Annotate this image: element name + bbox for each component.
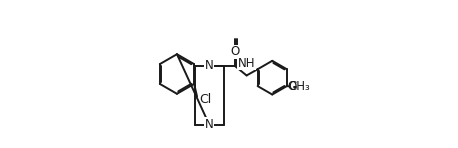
Text: Cl: Cl [199, 93, 212, 106]
Text: CH₃: CH₃ [289, 80, 311, 93]
Text: O: O [230, 45, 240, 58]
Text: N: N [205, 118, 213, 131]
Text: N: N [205, 59, 213, 72]
Text: NH: NH [238, 57, 256, 70]
Text: O: O [288, 80, 297, 93]
